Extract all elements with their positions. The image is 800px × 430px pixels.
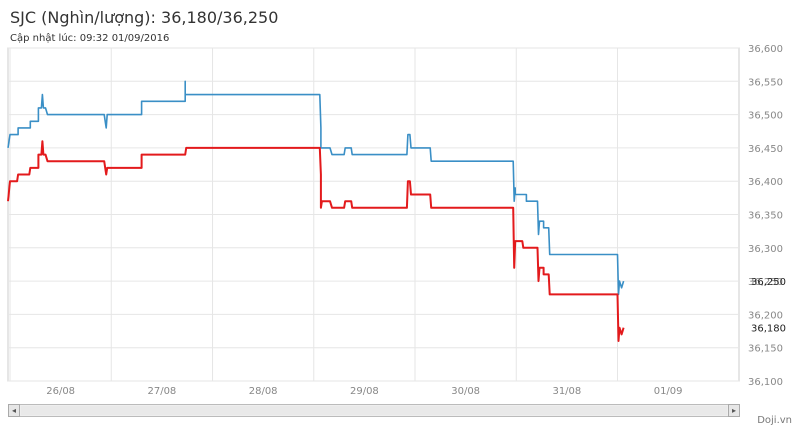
x-tick-label: 30/08 [451, 386, 480, 397]
x-tick-label: 29/08 [350, 386, 379, 397]
x-axis: 26/08 27/08 28/08 29/08 30/08 31/08 01/09 [46, 386, 682, 397]
y-tick-label: 36,350 [748, 211, 783, 222]
series-line-sell [7, 80, 625, 296]
last-value-label: 36,250 [751, 277, 786, 288]
y-tick-label: 36,400 [748, 177, 783, 188]
x-tick-label: 27/08 [147, 386, 176, 397]
y-tick-label: 36,100 [748, 377, 783, 388]
y-tick-label: 36,150 [748, 344, 783, 355]
scroll-left-button[interactable]: ◂ [8, 404, 20, 417]
last-value-labels: 36,250 36,180 [751, 277, 786, 335]
x-tick-label: 26/08 [46, 386, 75, 397]
x-tick-label: 31/08 [552, 386, 581, 397]
chart-scrollbar[interactable]: ◂ ▸ [8, 404, 740, 417]
series-lines [7, 80, 625, 342]
y-tick-label: 36,500 [748, 111, 783, 122]
last-value-label: 36,180 [751, 324, 786, 335]
series-line-buy [7, 140, 625, 342]
scroll-track[interactable] [21, 406, 727, 415]
source-credit: Doji.vn [757, 415, 792, 426]
x-tick-label: 01/09 [654, 386, 683, 397]
y-tick-label: 36,250 [748, 277, 783, 288]
scroll-right-button[interactable]: ▸ [728, 404, 740, 417]
y-tick-label: 36,600 [748, 44, 783, 55]
y-axis: 36,100 36,150 36,200 36,250 36,300 36,350 36,4… [748, 44, 783, 388]
x-tick-label: 28/08 [249, 386, 278, 397]
y-tick-label: 36,300 [748, 244, 783, 255]
y-tick-label: 36,550 [748, 77, 783, 88]
y-tick-label: 36,200 [748, 310, 783, 321]
update-timestamp: Cập nhật lúc: 09:32 01/09/2016 [10, 33, 170, 44]
page-title: SJC (Nghìn/lượng): 36,180/36,250 [10, 8, 279, 27]
y-tick-label: 36,450 [748, 144, 783, 155]
